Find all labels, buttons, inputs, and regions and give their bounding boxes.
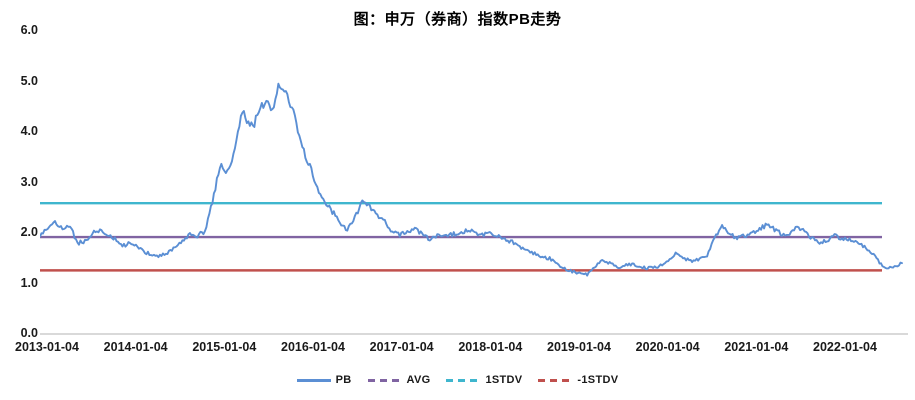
- y-axis-tick-label: 2.0: [20, 225, 38, 239]
- x-axis-tick-label: 2017-01-04: [369, 340, 434, 354]
- x-axis-tick-label: 2015-01-04: [192, 340, 257, 354]
- y-axis-tick-label: 6.0: [20, 23, 38, 37]
- legend-item-avg[interactable]: AVG: [367, 374, 431, 386]
- chart-legend: PB AVG 1STDV -1STDV: [0, 374, 915, 386]
- legend-label: AVG: [406, 374, 431, 386]
- legend-label: -1STDV: [577, 374, 619, 386]
- x-axis: 2013-01-04 2014-01-04 2015-01-04 2016-01-04…: [0, 340, 915, 360]
- legend-item-1stdv[interactable]: -1STDV: [538, 374, 618, 386]
- legend-swatch-icon: [296, 378, 331, 382]
- pb-series-line: [40, 82, 903, 277]
- x-axis-tick-label: 2016-01-04: [281, 340, 345, 354]
- x-axis-line: [40, 333, 908, 335]
- y-axis: 6.0 5.0 4.0 3.0 2.0 1.0 0.0: [0, 0, 38, 400]
- x-axis-tick-label: 2022-01-04: [813, 340, 877, 354]
- plot-area: [40, 30, 908, 333]
- y-axis-tick-label: 1.0: [20, 275, 38, 290]
- y-axis-tick-label: 5.0: [20, 73, 38, 88]
- legend-swatch-icon: [367, 378, 402, 382]
- y-axis-tick-label: 0.0: [20, 326, 38, 340]
- chart-title: 图：申万（券商）指数PB走势: [353, 11, 562, 28]
- x-axis-tick-label: 2018-01-04: [458, 340, 523, 354]
- legend-swatch-icon: [446, 378, 481, 382]
- legend-item-1stdv[interactable]: 1STDV: [446, 374, 522, 386]
- x-axis-tick-label: 2019-01-04: [547, 340, 611, 354]
- x-axis-tick-label: 2021-01-04: [724, 340, 789, 354]
- series-canvas: [40, 82, 903, 277]
- y-axis-tick-label: 3.0: [20, 174, 38, 189]
- x-axis-tick-label: 2013-01-04: [15, 340, 79, 354]
- y-axis-tick-label: 4.0: [20, 124, 38, 138]
- x-axis-tick-label: 2014-01-04: [103, 340, 168, 354]
- legend-label: PB: [335, 374, 352, 386]
- legend-swatch-icon: [538, 378, 573, 382]
- legend-item-pb[interactable]: PB: [296, 374, 352, 386]
- x-axis-tick-label: 2020-01-04: [635, 340, 700, 354]
- legend-label: 1STDV: [485, 374, 523, 386]
